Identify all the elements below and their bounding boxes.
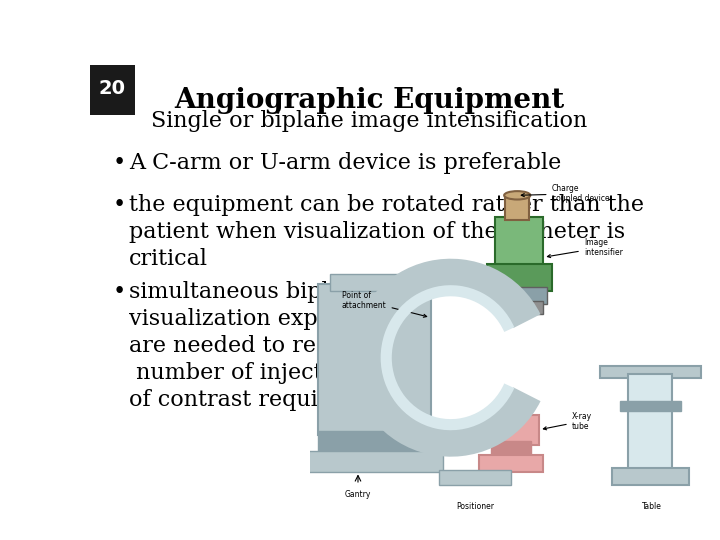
FancyBboxPatch shape [438, 470, 511, 485]
FancyBboxPatch shape [330, 274, 418, 291]
FancyBboxPatch shape [305, 451, 443, 471]
FancyBboxPatch shape [620, 401, 680, 411]
Text: Charge
coupled device: Charge coupled device [521, 184, 609, 204]
FancyBboxPatch shape [491, 287, 547, 304]
Text: Table: Table [642, 502, 662, 511]
Text: Gantry: Gantry [345, 490, 372, 500]
Circle shape [516, 303, 526, 312]
Text: Single or biplane image intensification: Single or biplane image intensification [151, 110, 587, 132]
FancyBboxPatch shape [318, 284, 431, 435]
Text: Positioner: Positioner [456, 502, 494, 511]
Text: Point of
attachment: Point of attachment [342, 291, 427, 318]
Ellipse shape [504, 191, 531, 199]
FancyBboxPatch shape [495, 217, 544, 267]
FancyBboxPatch shape [487, 264, 552, 291]
Text: X-ray
tube: X-ray tube [544, 411, 592, 431]
Text: 20: 20 [99, 79, 126, 98]
Text: •: • [112, 281, 125, 303]
FancyBboxPatch shape [90, 65, 135, 114]
FancyBboxPatch shape [318, 431, 431, 455]
Text: Angiographic Equipment: Angiographic Equipment [174, 86, 564, 113]
Text: •: • [112, 152, 125, 174]
FancyBboxPatch shape [483, 415, 539, 445]
Text: •: • [112, 194, 125, 215]
FancyBboxPatch shape [628, 374, 672, 471]
Text: A C-arm or U-arm device is preferable: A C-arm or U-arm device is preferable [129, 152, 562, 174]
FancyBboxPatch shape [600, 366, 701, 378]
Text: simultaneous biplane
visualization exposures
are needed to reduce the
 number of: simultaneous biplane visualization expos… [129, 281, 414, 411]
FancyBboxPatch shape [491, 441, 531, 458]
FancyBboxPatch shape [495, 301, 544, 314]
FancyBboxPatch shape [479, 455, 544, 471]
FancyBboxPatch shape [612, 468, 688, 485]
FancyBboxPatch shape [505, 197, 529, 220]
Circle shape [504, 303, 514, 312]
Text: the equipment can be rotated rather than the
patient when visualization of the c: the equipment can be rotated rather than… [129, 194, 644, 270]
Text: Image
intensifier: Image intensifier [547, 238, 623, 258]
